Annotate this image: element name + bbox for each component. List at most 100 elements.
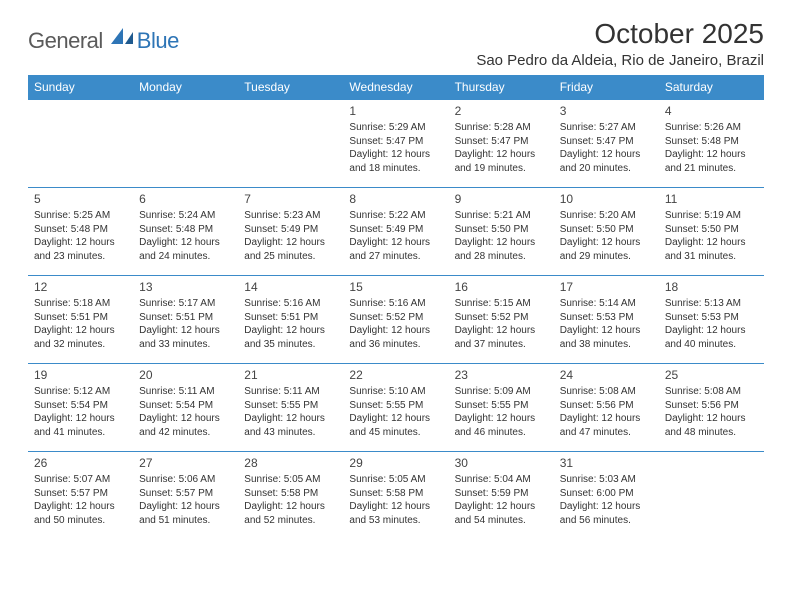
daylight-text: Daylight: 12 hours and 42 minutes. (139, 412, 232, 439)
sunset-text: Sunset: 5:55 PM (349, 399, 442, 413)
day-number: 31 (560, 455, 653, 471)
calendar-day-cell: 20Sunrise: 5:11 AMSunset: 5:54 PMDayligh… (133, 364, 238, 452)
daylight-text: Daylight: 12 hours and 50 minutes. (34, 500, 127, 527)
calendar-day-cell: 11Sunrise: 5:19 AMSunset: 5:50 PMDayligh… (659, 188, 764, 276)
sunrise-text: Sunrise: 5:22 AM (349, 209, 442, 223)
day-number: 17 (560, 279, 653, 295)
daylight-text: Daylight: 12 hours and 53 minutes. (349, 500, 442, 527)
daylight-text: Daylight: 12 hours and 46 minutes. (455, 412, 548, 439)
calendar-day-cell: 17Sunrise: 5:14 AMSunset: 5:53 PMDayligh… (554, 276, 659, 364)
sunrise-text: Sunrise: 5:11 AM (244, 385, 337, 399)
calendar-day-cell: 8Sunrise: 5:22 AMSunset: 5:49 PMDaylight… (343, 188, 448, 276)
daylight-text: Daylight: 12 hours and 51 minutes. (139, 500, 232, 527)
daylight-text: Daylight: 12 hours and 36 minutes. (349, 324, 442, 351)
daylight-text: Daylight: 12 hours and 28 minutes. (455, 236, 548, 263)
daylight-text: Daylight: 12 hours and 24 minutes. (139, 236, 232, 263)
sunset-text: Sunset: 5:50 PM (455, 223, 548, 237)
logo-text-general: General (28, 28, 103, 54)
day-number: 27 (139, 455, 232, 471)
daylight-text: Daylight: 12 hours and 38 minutes. (560, 324, 653, 351)
day-number: 2 (455, 103, 548, 119)
sunset-text: Sunset: 5:47 PM (455, 135, 548, 149)
calendar-day-cell: 3Sunrise: 5:27 AMSunset: 5:47 PMDaylight… (554, 100, 659, 188)
weekday-header: Monday (133, 75, 238, 100)
sunrise-text: Sunrise: 5:26 AM (665, 121, 758, 135)
calendar-day-cell: 30Sunrise: 5:04 AMSunset: 5:59 PMDayligh… (449, 452, 554, 538)
day-number: 24 (560, 367, 653, 383)
sunset-text: Sunset: 5:57 PM (34, 487, 127, 501)
daylight-text: Daylight: 12 hours and 48 minutes. (665, 412, 758, 439)
day-number: 29 (349, 455, 442, 471)
day-number: 14 (244, 279, 337, 295)
calendar-empty-cell (133, 100, 238, 188)
day-number: 28 (244, 455, 337, 471)
daylight-text: Daylight: 12 hours and 52 minutes. (244, 500, 337, 527)
sunset-text: Sunset: 5:48 PM (665, 135, 758, 149)
sunset-text: Sunset: 6:00 PM (560, 487, 653, 501)
weekday-header: Friday (554, 75, 659, 100)
calendar-day-cell: 18Sunrise: 5:13 AMSunset: 5:53 PMDayligh… (659, 276, 764, 364)
daylight-text: Daylight: 12 hours and 56 minutes. (560, 500, 653, 527)
calendar-page: General Blue October 2025 Sao Pedro da A… (0, 0, 792, 548)
sunrise-text: Sunrise: 5:17 AM (139, 297, 232, 311)
daylight-text: Daylight: 12 hours and 32 minutes. (34, 324, 127, 351)
day-number: 13 (139, 279, 232, 295)
daylight-text: Daylight: 12 hours and 27 minutes. (349, 236, 442, 263)
calendar-day-cell: 1Sunrise: 5:29 AMSunset: 5:47 PMDaylight… (343, 100, 448, 188)
sunrise-text: Sunrise: 5:13 AM (665, 297, 758, 311)
sunrise-text: Sunrise: 5:08 AM (665, 385, 758, 399)
logo-sail-icon (109, 26, 137, 46)
calendar-week-row: 12Sunrise: 5:18 AMSunset: 5:51 PMDayligh… (28, 276, 764, 364)
daylight-text: Daylight: 12 hours and 19 minutes. (455, 148, 548, 175)
sunset-text: Sunset: 5:47 PM (349, 135, 442, 149)
day-number: 25 (665, 367, 758, 383)
sunset-text: Sunset: 5:53 PM (560, 311, 653, 325)
calendar-day-cell: 29Sunrise: 5:05 AMSunset: 5:58 PMDayligh… (343, 452, 448, 538)
daylight-text: Daylight: 12 hours and 18 minutes. (349, 148, 442, 175)
sunrise-text: Sunrise: 5:23 AM (244, 209, 337, 223)
day-number: 26 (34, 455, 127, 471)
sunrise-text: Sunrise: 5:05 AM (349, 473, 442, 487)
day-number: 21 (244, 367, 337, 383)
calendar-day-cell: 26Sunrise: 5:07 AMSunset: 5:57 PMDayligh… (28, 452, 133, 538)
sunrise-text: Sunrise: 5:28 AM (455, 121, 548, 135)
sunset-text: Sunset: 5:54 PM (139, 399, 232, 413)
daylight-text: Daylight: 12 hours and 41 minutes. (34, 412, 127, 439)
sunset-text: Sunset: 5:52 PM (455, 311, 548, 325)
calendar-day-cell: 5Sunrise: 5:25 AMSunset: 5:48 PMDaylight… (28, 188, 133, 276)
calendar-header-row: SundayMondayTuesdayWednesdayThursdayFrid… (28, 75, 764, 100)
day-number: 15 (349, 279, 442, 295)
day-number: 1 (349, 103, 442, 119)
calendar-day-cell: 10Sunrise: 5:20 AMSunset: 5:50 PMDayligh… (554, 188, 659, 276)
calendar-week-row: 1Sunrise: 5:29 AMSunset: 5:47 PMDaylight… (28, 100, 764, 188)
daylight-text: Daylight: 12 hours and 37 minutes. (455, 324, 548, 351)
calendar-day-cell: 6Sunrise: 5:24 AMSunset: 5:48 PMDaylight… (133, 188, 238, 276)
day-number: 4 (665, 103, 758, 119)
sunset-text: Sunset: 5:56 PM (560, 399, 653, 413)
sunrise-text: Sunrise: 5:16 AM (244, 297, 337, 311)
daylight-text: Daylight: 12 hours and 54 minutes. (455, 500, 548, 527)
sunrise-text: Sunrise: 5:10 AM (349, 385, 442, 399)
weekday-header: Wednesday (343, 75, 448, 100)
daylight-text: Daylight: 12 hours and 47 minutes. (560, 412, 653, 439)
day-number: 11 (665, 191, 758, 207)
day-number: 5 (34, 191, 127, 207)
daylight-text: Daylight: 12 hours and 29 minutes. (560, 236, 653, 263)
sunset-text: Sunset: 5:54 PM (34, 399, 127, 413)
month-title: October 2025 (476, 18, 764, 50)
day-number: 9 (455, 191, 548, 207)
calendar-day-cell: 12Sunrise: 5:18 AMSunset: 5:51 PMDayligh… (28, 276, 133, 364)
weekday-header: Tuesday (238, 75, 343, 100)
calendar-empty-cell (28, 100, 133, 188)
sunset-text: Sunset: 5:50 PM (560, 223, 653, 237)
calendar-empty-cell (659, 452, 764, 538)
logo: General Blue (28, 18, 179, 56)
sunset-text: Sunset: 5:55 PM (244, 399, 337, 413)
sunrise-text: Sunrise: 5:12 AM (34, 385, 127, 399)
day-number: 30 (455, 455, 548, 471)
day-number: 23 (455, 367, 548, 383)
daylight-text: Daylight: 12 hours and 25 minutes. (244, 236, 337, 263)
calendar-day-cell: 23Sunrise: 5:09 AMSunset: 5:55 PMDayligh… (449, 364, 554, 452)
day-number: 16 (455, 279, 548, 295)
calendar-table: SundayMondayTuesdayWednesdayThursdayFrid… (28, 75, 764, 538)
